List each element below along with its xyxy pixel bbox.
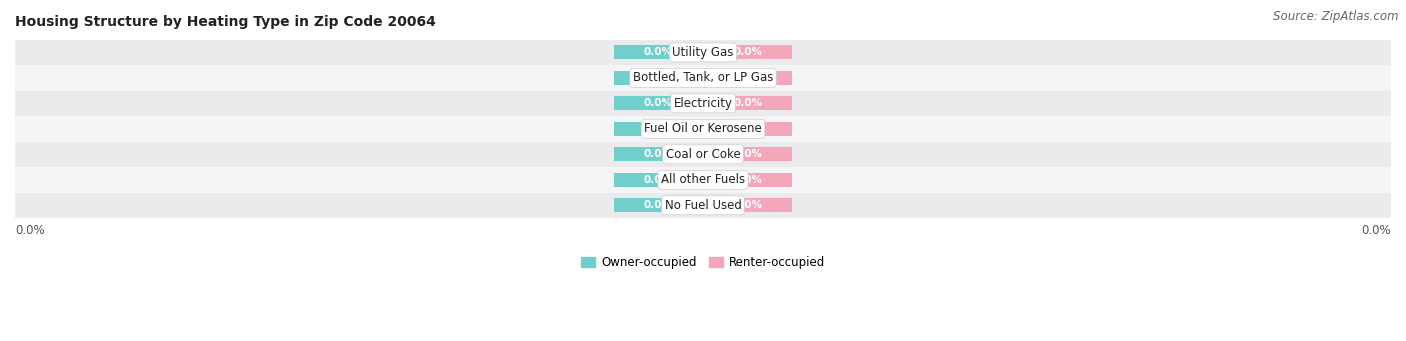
Bar [613,71,703,85]
Bar [703,198,793,212]
Text: All other Fuels: All other Fuels [661,173,745,186]
Text: Coal or Coke: Coal or Coke [665,148,741,161]
Bar [15,91,1391,116]
Text: 0.0%: 0.0% [733,124,762,134]
Text: 0.0%: 0.0% [733,200,762,210]
Bar [703,97,793,110]
Bar [15,40,1391,65]
Text: 0.0%: 0.0% [644,200,673,210]
Text: No Fuel Used: No Fuel Used [665,199,741,212]
Text: 0.0%: 0.0% [733,98,762,108]
Text: 0.0%: 0.0% [733,149,762,159]
Bar [15,116,1391,142]
Legend: Owner-occupied, Renter-occupied: Owner-occupied, Renter-occupied [576,251,830,273]
Bar [613,198,703,212]
Bar [703,173,793,187]
Bar [613,173,703,187]
Text: 0.0%: 0.0% [733,47,762,57]
Text: 0.0%: 0.0% [644,175,673,185]
Bar [703,71,793,85]
Text: 0.0%: 0.0% [733,175,762,185]
Text: 0.0%: 0.0% [1361,224,1391,237]
Text: Fuel Oil or Kerosene: Fuel Oil or Kerosene [644,122,762,135]
Text: 0.0%: 0.0% [15,224,45,237]
Bar [613,45,703,59]
Bar [613,97,703,110]
Text: Housing Structure by Heating Type in Zip Code 20064: Housing Structure by Heating Type in Zip… [15,15,436,29]
Text: 0.0%: 0.0% [644,98,673,108]
Bar [703,147,793,161]
Text: 0.0%: 0.0% [644,149,673,159]
Bar [15,65,1391,91]
Text: Bottled, Tank, or LP Gas: Bottled, Tank, or LP Gas [633,71,773,84]
Bar [613,122,703,136]
Text: Electricity: Electricity [673,97,733,110]
Text: 0.0%: 0.0% [644,73,673,83]
Text: Utility Gas: Utility Gas [672,46,734,59]
Bar [15,193,1391,218]
Bar [613,147,703,161]
Bar [703,45,793,59]
Text: 0.0%: 0.0% [644,47,673,57]
Bar [15,142,1391,167]
Text: Source: ZipAtlas.com: Source: ZipAtlas.com [1274,10,1399,23]
Bar [15,167,1391,193]
Bar [703,122,793,136]
Text: 0.0%: 0.0% [733,73,762,83]
Text: 0.0%: 0.0% [644,124,673,134]
